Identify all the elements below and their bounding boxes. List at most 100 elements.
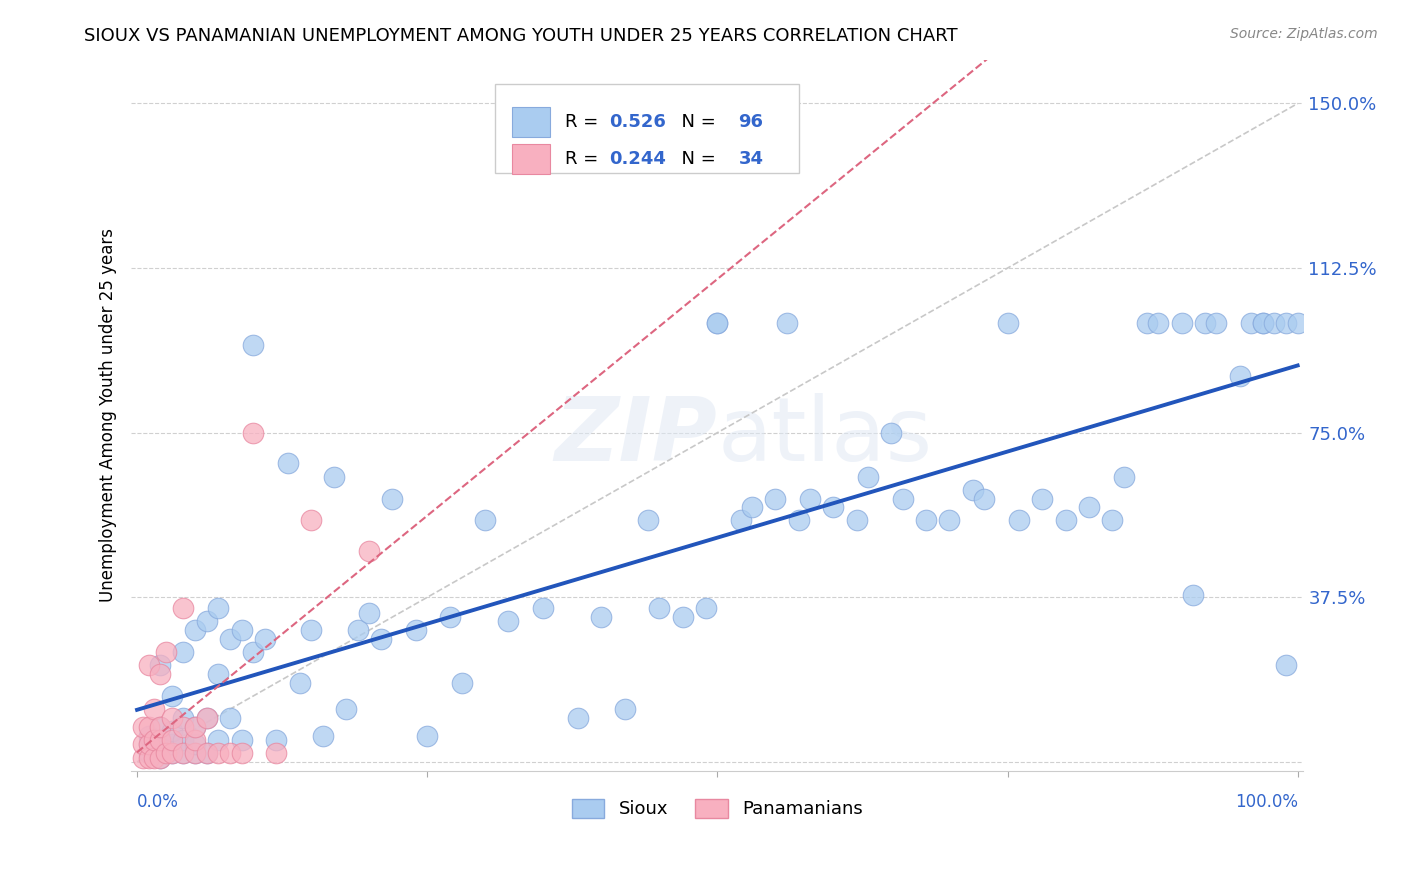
Point (416, 729, 439, 743)
Point (195, 746, 218, 760)
Point (299, 514, 322, 528)
Point (219, 746, 242, 760)
Point (1251, 316, 1274, 330)
Point (938, 514, 960, 528)
Point (1275, 316, 1298, 330)
Point (160, 724, 183, 739)
Point (799, 491, 821, 506)
Text: atlas: atlas (717, 393, 932, 480)
Point (172, 720, 194, 734)
Text: 0.0%: 0.0% (136, 793, 179, 811)
Point (787, 514, 810, 528)
Point (149, 750, 172, 764)
Point (845, 514, 868, 528)
Point (160, 746, 183, 760)
Point (997, 316, 1019, 330)
Point (1182, 588, 1205, 602)
Point (1275, 658, 1298, 673)
Point (1170, 316, 1192, 330)
Point (207, 667, 229, 681)
Point (184, 733, 207, 747)
Point (613, 702, 636, 716)
Point (335, 702, 357, 716)
Point (915, 514, 938, 528)
Point (184, 720, 207, 734)
Point (132, 720, 155, 734)
Point (1240, 316, 1263, 330)
Point (359, 606, 381, 620)
Point (184, 737, 207, 751)
Text: Source: ZipAtlas.com: Source: ZipAtlas.com (1230, 27, 1378, 41)
Point (149, 720, 172, 734)
Point (172, 711, 194, 725)
Point (1008, 514, 1031, 528)
Point (474, 514, 496, 528)
Point (138, 737, 160, 751)
Point (962, 483, 984, 497)
Point (195, 746, 218, 760)
Point (143, 702, 166, 716)
Point (195, 711, 218, 725)
Text: 0.244: 0.244 (610, 150, 666, 169)
Point (143, 733, 166, 747)
Point (138, 737, 160, 751)
Point (149, 720, 172, 734)
Point (370, 632, 392, 646)
Point (172, 645, 194, 659)
Point (231, 624, 253, 638)
Point (671, 610, 693, 624)
Point (695, 601, 717, 615)
Point (172, 601, 194, 615)
Point (138, 746, 160, 760)
Point (242, 338, 264, 352)
Point (172, 746, 194, 760)
Point (1077, 500, 1099, 515)
Point (1031, 491, 1053, 506)
Point (138, 658, 160, 673)
Legend: Sioux, Panamanians: Sioux, Panamanians (565, 791, 870, 826)
Point (312, 729, 335, 743)
Point (219, 711, 242, 725)
Point (160, 737, 183, 751)
Point (1229, 368, 1251, 383)
Text: 100.0%: 100.0% (1234, 793, 1298, 811)
Point (776, 316, 799, 330)
Point (160, 746, 183, 760)
Point (277, 457, 299, 471)
Point (858, 469, 880, 483)
Point (184, 720, 207, 734)
Point (266, 733, 288, 747)
Point (155, 645, 177, 659)
Point (184, 746, 207, 760)
Point (266, 746, 288, 760)
Text: 34: 34 (738, 150, 763, 169)
Point (405, 624, 427, 638)
Point (149, 658, 172, 673)
Point (149, 750, 172, 764)
Point (1194, 316, 1216, 330)
Point (172, 733, 194, 747)
Bar (512, 107, 550, 137)
Point (160, 689, 183, 703)
Point (160, 733, 183, 747)
Bar (512, 145, 550, 174)
Point (1136, 316, 1159, 330)
Point (242, 645, 264, 659)
Point (648, 601, 671, 615)
Point (138, 750, 160, 764)
Point (531, 601, 554, 615)
Text: R =: R = (565, 113, 605, 131)
Point (132, 750, 155, 764)
Point (439, 610, 461, 624)
Text: 96: 96 (738, 113, 763, 131)
Point (706, 316, 728, 330)
Point (138, 729, 160, 743)
Point (219, 632, 242, 646)
Point (242, 425, 264, 440)
FancyBboxPatch shape (495, 85, 800, 173)
Point (132, 737, 155, 751)
Point (160, 711, 183, 725)
Point (149, 741, 172, 756)
Point (1147, 316, 1170, 330)
Point (1054, 514, 1077, 528)
